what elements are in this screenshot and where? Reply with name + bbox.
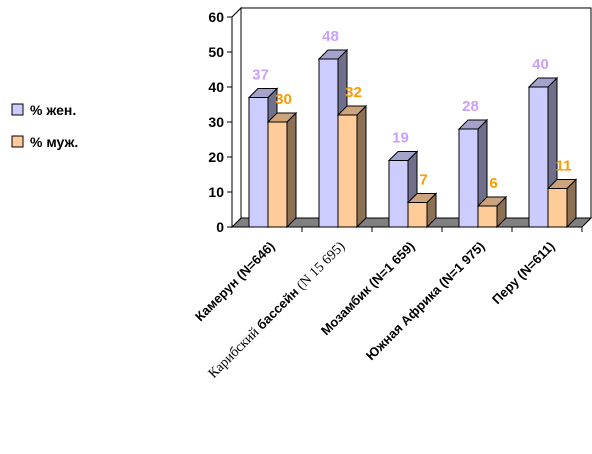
data-label: 6 (489, 175, 497, 192)
bar-top (457, 119, 489, 130)
data-label: 28 (462, 98, 479, 115)
y-tick-label: 40 (208, 79, 224, 95)
bar-front (248, 97, 269, 228)
bar-top (476, 196, 508, 207)
y-tick-label: 30 (208, 114, 224, 130)
bars (247, 48, 578, 229)
y-tick-label: 10 (208, 184, 224, 200)
legend-label: % муж. (30, 134, 78, 150)
category-label: Южная Африка (N=1 975) (363, 239, 488, 364)
bar-front (267, 121, 288, 228)
category-label-part: бассейн (254, 282, 304, 332)
side-wall (231, 6, 242, 229)
bar-top (546, 179, 578, 189)
bar-top (527, 77, 559, 88)
y-tick-label: 60 (208, 9, 224, 25)
category-label: Карибский бассейн (N 15 695) (205, 238, 348, 381)
legend-label: % жен. (30, 102, 76, 118)
bar-front (407, 202, 428, 228)
data-label: 11 (556, 158, 572, 175)
category-label-part: Южная Африка (N=1 975) (363, 239, 488, 364)
data-label: 37 (252, 67, 269, 84)
bar-top (387, 151, 419, 161)
bar-side (286, 111, 297, 229)
legend-swatch (11, 135, 24, 148)
data-label: 48 (322, 28, 339, 45)
bar-front (547, 188, 568, 228)
y-tick-label: 20 (208, 149, 224, 165)
bar-front (458, 128, 479, 228)
data-label: 40 (532, 56, 549, 73)
bar-top (247, 88, 279, 98)
bar-front (477, 205, 498, 228)
bar-side (356, 104, 367, 229)
bar-top (266, 112, 298, 123)
bar-top (336, 105, 368, 116)
data-label: 19 (392, 130, 409, 147)
y-tick-label: 50 (208, 44, 224, 60)
category-label-part: Перу (N=611) (489, 239, 557, 307)
legend-swatch (11, 103, 24, 116)
data-label: 30 (275, 91, 292, 108)
category-labels: Камерун (N=646)Карибский бассейн (N 15 6… (192, 238, 558, 382)
category-label: Перу (N=611) (489, 239, 557, 307)
bar-top (317, 49, 349, 60)
bar-front (318, 58, 339, 228)
data-label: 32 (345, 84, 362, 101)
y-tick-label: 0 (216, 219, 224, 235)
category-label-part: Карибский (206, 323, 265, 382)
bar-top (406, 193, 438, 203)
data-labels: 37 30 48 32 19 7 28 6 40 11 (252, 28, 571, 192)
legend: % жен. % муж. (11, 102, 78, 150)
bar-front (337, 114, 358, 228)
bar-front (388, 160, 409, 228)
bar-front (528, 86, 549, 228)
category-label-part: (N 15 695) (294, 239, 348, 293)
data-label: 7 (419, 172, 427, 189)
